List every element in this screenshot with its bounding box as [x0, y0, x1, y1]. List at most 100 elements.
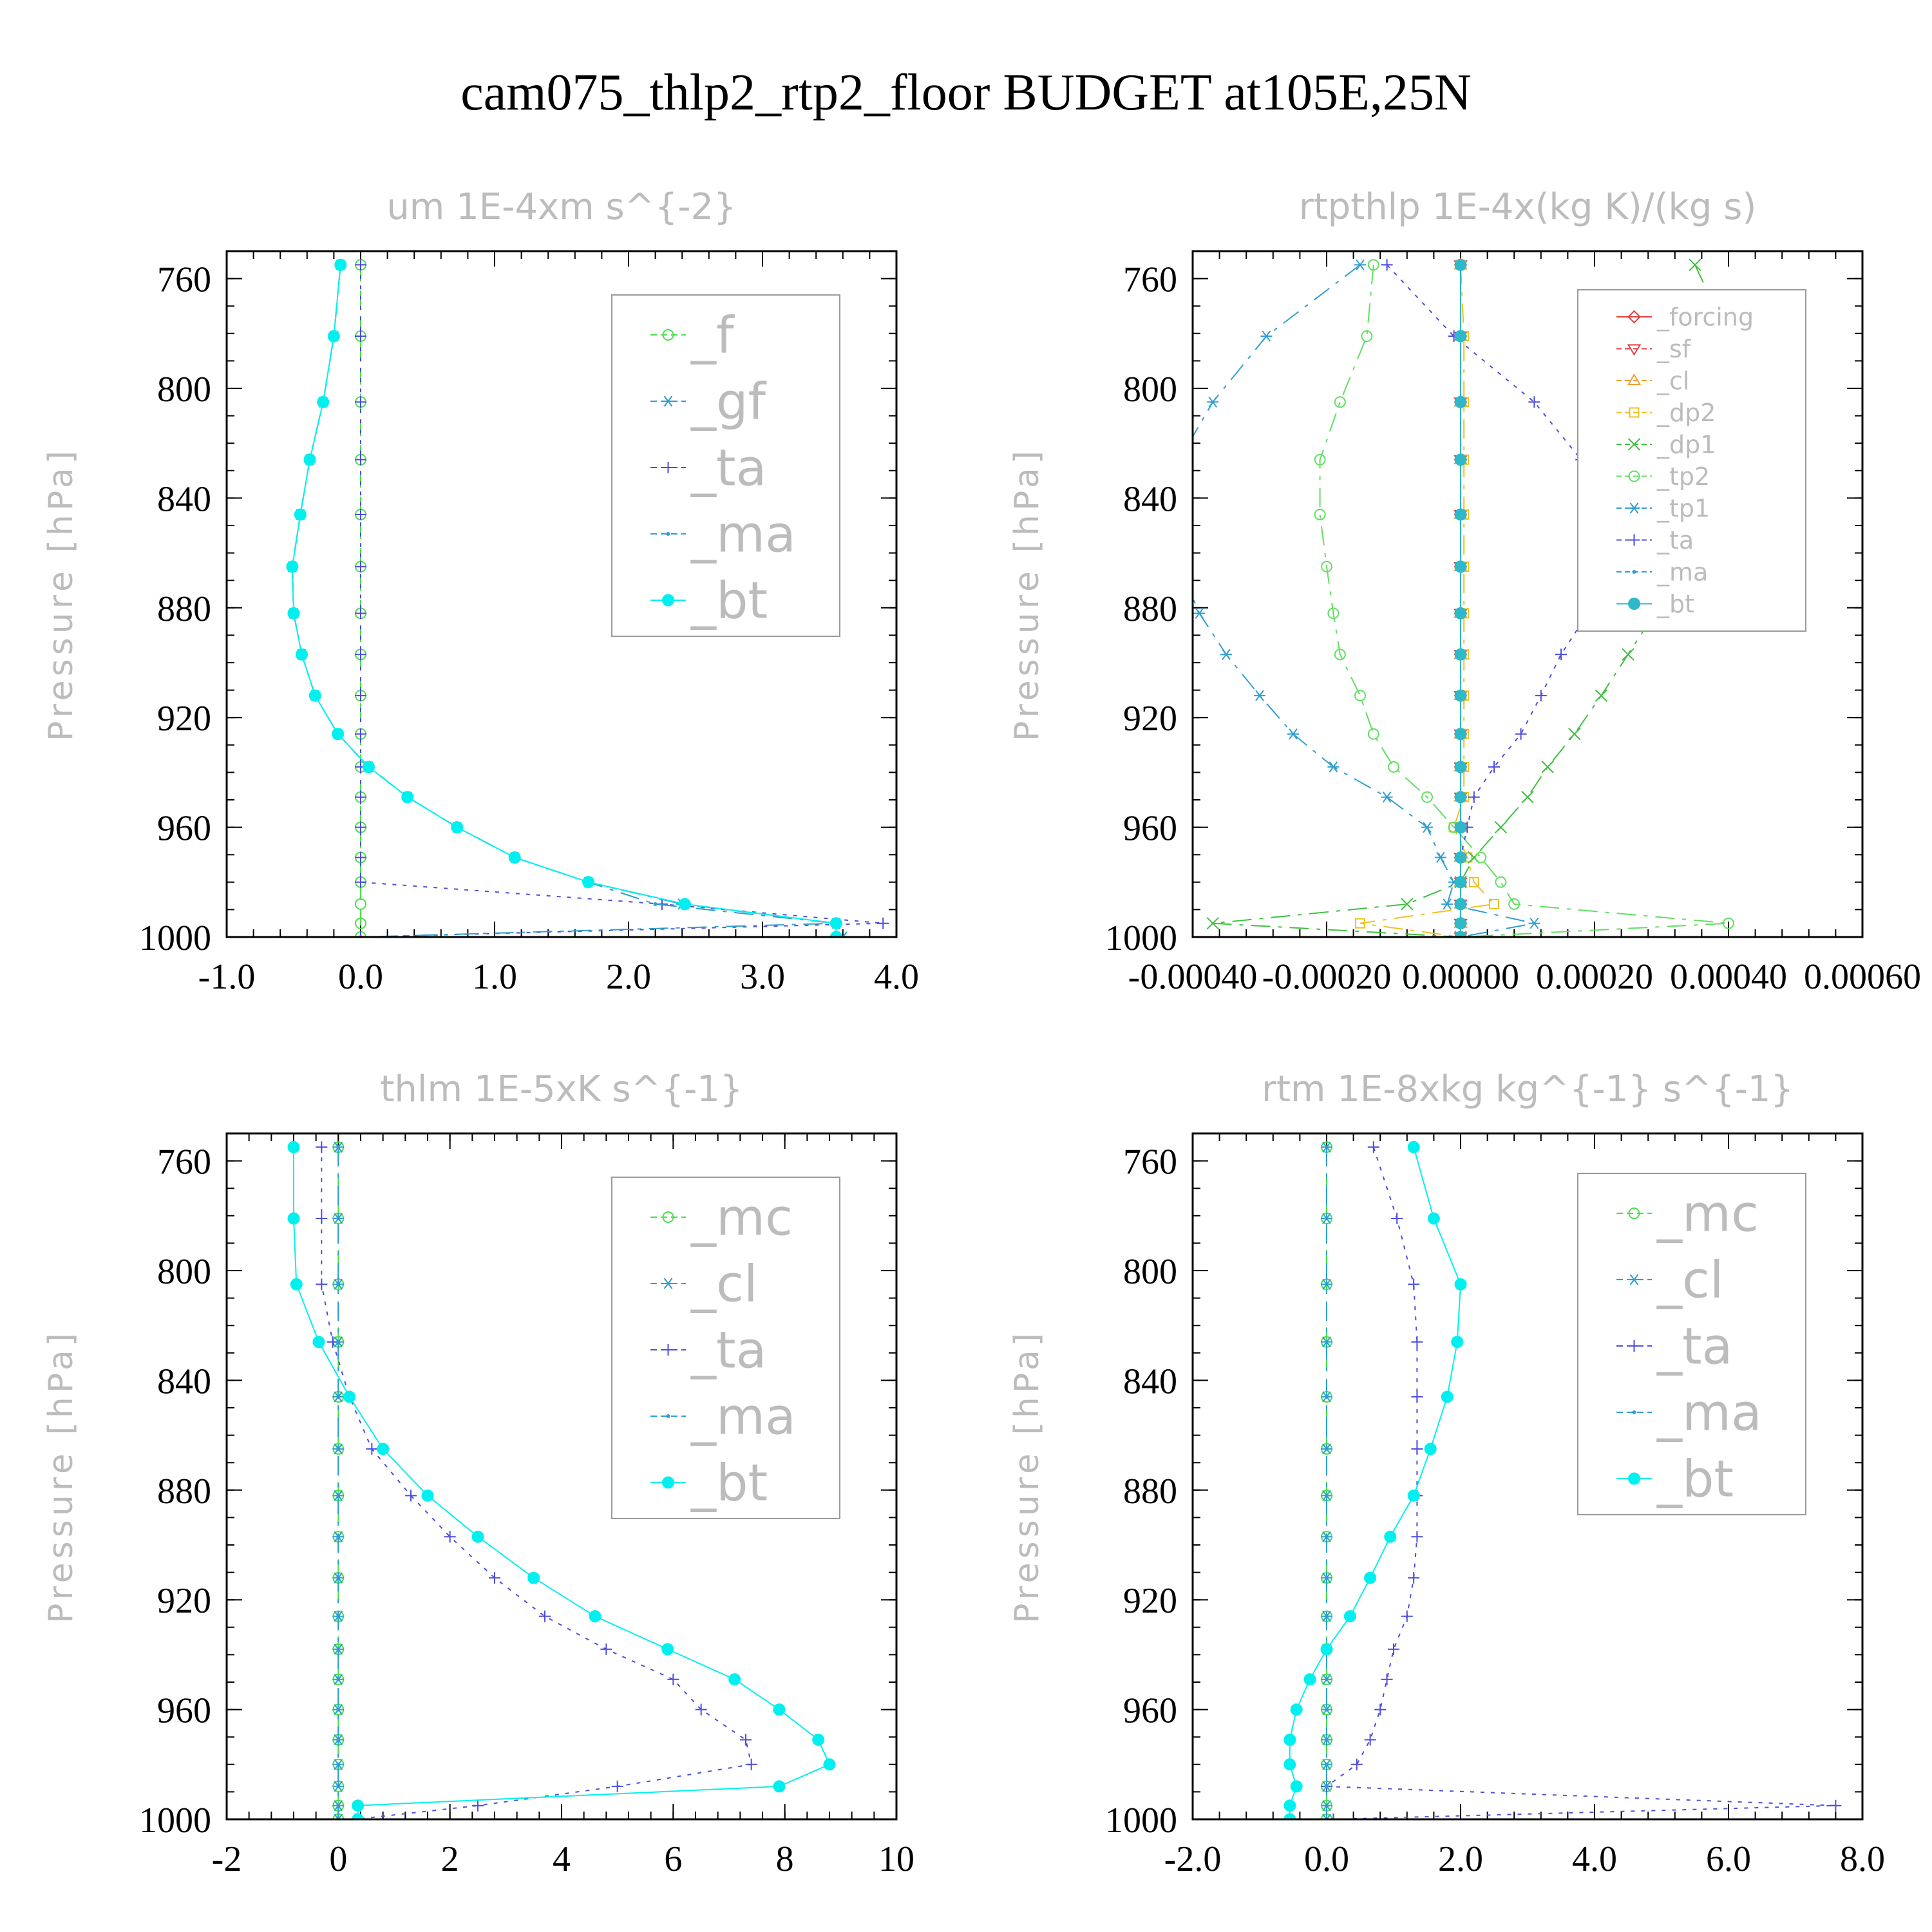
data-point — [1421, 791, 1433, 803]
data-point — [1334, 649, 1346, 661]
data-point — [355, 607, 366, 620]
chart-panel-3: thlm 1E-5xK s^{-1} Pressure [hPa] -2 0 2 4 6 8 1… — [42, 1068, 914, 1879]
legend-marker — [666, 532, 670, 536]
data-point — [352, 1799, 365, 1812]
data-point — [1290, 1703, 1303, 1716]
data-point — [1454, 395, 1467, 408]
y-tick-label: 840 — [157, 479, 211, 519]
y-tick-label: 920 — [1123, 1581, 1177, 1621]
data-point — [1454, 330, 1467, 343]
panel-title: um 1E-4xm s^{-2} — [386, 186, 736, 228]
data-point — [611, 1780, 623, 1792]
data-point — [343, 1390, 356, 1403]
data-point — [1411, 1390, 1423, 1403]
legend-entry: _bt — [1656, 1450, 1734, 1508]
data-point — [812, 1733, 825, 1746]
legend-entry: _ma — [690, 506, 796, 564]
legend-entry: _ma — [1656, 558, 1708, 586]
data-point — [336, 1647, 341, 1651]
data-point — [1290, 1780, 1303, 1793]
legend-entry: _ma — [690, 1388, 796, 1446]
legend-marker — [1632, 570, 1636, 574]
data-point — [1220, 649, 1232, 660]
legend-marker — [662, 1344, 674, 1356]
legend-marker — [1628, 502, 1640, 514]
data-point — [1303, 1673, 1316, 1686]
data-point — [355, 898, 366, 910]
x-tick-label: 0.00040 — [1670, 957, 1787, 997]
legend-entry: _ta — [1656, 526, 1694, 554]
data-point — [1488, 761, 1500, 773]
data-point — [1325, 1340, 1329, 1344]
y-axis-label: Pressure [hPa] — [1008, 447, 1046, 741]
x-tick-label: 2.0 — [1438, 1839, 1483, 1879]
x-tick-label: 10 — [878, 1839, 914, 1879]
data-point — [303, 453, 316, 466]
data-point — [1388, 761, 1399, 773]
data-point — [1408, 1572, 1420, 1584]
data-point — [1391, 1213, 1403, 1225]
data-point — [336, 1446, 341, 1451]
data-point — [1454, 931, 1467, 937]
x-tick-label: -0.00020 — [1262, 957, 1392, 997]
data-point — [1354, 259, 1366, 270]
data-point — [1361, 330, 1373, 343]
x-tick-label: 0.0 — [338, 957, 383, 997]
data-point — [653, 902, 658, 906]
data-point — [290, 1278, 303, 1291]
data-point — [444, 1531, 456, 1543]
data-point — [773, 1703, 786, 1716]
data-point — [316, 1213, 328, 1225]
legend-marker — [662, 395, 674, 407]
x-tick-label: 0 — [329, 1839, 347, 1879]
data-point — [877, 917, 889, 929]
x-tick-label: 8 — [776, 1839, 794, 1879]
data-point — [823, 1758, 836, 1771]
data-point — [1367, 259, 1379, 271]
plot-frame — [1191, 1132, 1864, 1821]
legend-marker — [1628, 470, 1640, 482]
series-group — [1283, 1141, 1842, 1819]
y-tick-label: 960 — [1123, 809, 1177, 849]
data-point — [489, 1572, 500, 1584]
figure-title: cam075_thlp2_rtp2_floor BUDGET at105E,25… — [460, 64, 1471, 121]
data-point — [667, 1673, 679, 1685]
plot-frame — [225, 1132, 898, 1821]
y-tick-label: 1000 — [1105, 1801, 1177, 1841]
data-point — [1325, 1217, 1329, 1221]
data-point — [1327, 761, 1340, 773]
data-point — [472, 1799, 484, 1812]
data-point — [316, 1141, 328, 1153]
y-tick-label: 760 — [1123, 1142, 1177, 1182]
y-tick-label: 760 — [1123, 260, 1177, 300]
data-point — [1355, 918, 1365, 929]
y-tick-label: 960 — [157, 1691, 211, 1731]
data-point — [336, 1677, 341, 1681]
series-line-ma — [291, 265, 837, 937]
data-point — [582, 876, 595, 889]
data-point — [661, 1643, 674, 1656]
legend-entry: _ta — [690, 439, 766, 497]
legend-entry: _cl — [690, 1255, 758, 1313]
data-point — [1401, 898, 1414, 911]
legend-marker — [666, 1414, 670, 1418]
data-point — [1325, 1738, 1329, 1742]
legend-marker — [662, 329, 674, 341]
data-point — [336, 1394, 341, 1399]
y-tick-label: 920 — [157, 699, 211, 739]
data-point — [1320, 1643, 1333, 1656]
data-point — [1622, 648, 1634, 661]
data-point — [334, 258, 347, 271]
chart-panel-1: um 1E-4xm s^{-2} Pressure [hPa] -1.0 0.0 1.0… — [42, 186, 919, 997]
x-tick-label: 0.00020 — [1536, 957, 1653, 997]
data-point — [829, 931, 842, 937]
data-point — [1381, 1673, 1393, 1685]
y-tick-label: 880 — [157, 589, 211, 629]
data-point — [401, 791, 414, 804]
data-point — [312, 1336, 325, 1349]
data-point — [1283, 1813, 1296, 1819]
series-group — [287, 1141, 836, 1819]
data-point — [1206, 916, 1219, 930]
data-point — [678, 898, 691, 911]
data-point — [336, 1707, 341, 1712]
